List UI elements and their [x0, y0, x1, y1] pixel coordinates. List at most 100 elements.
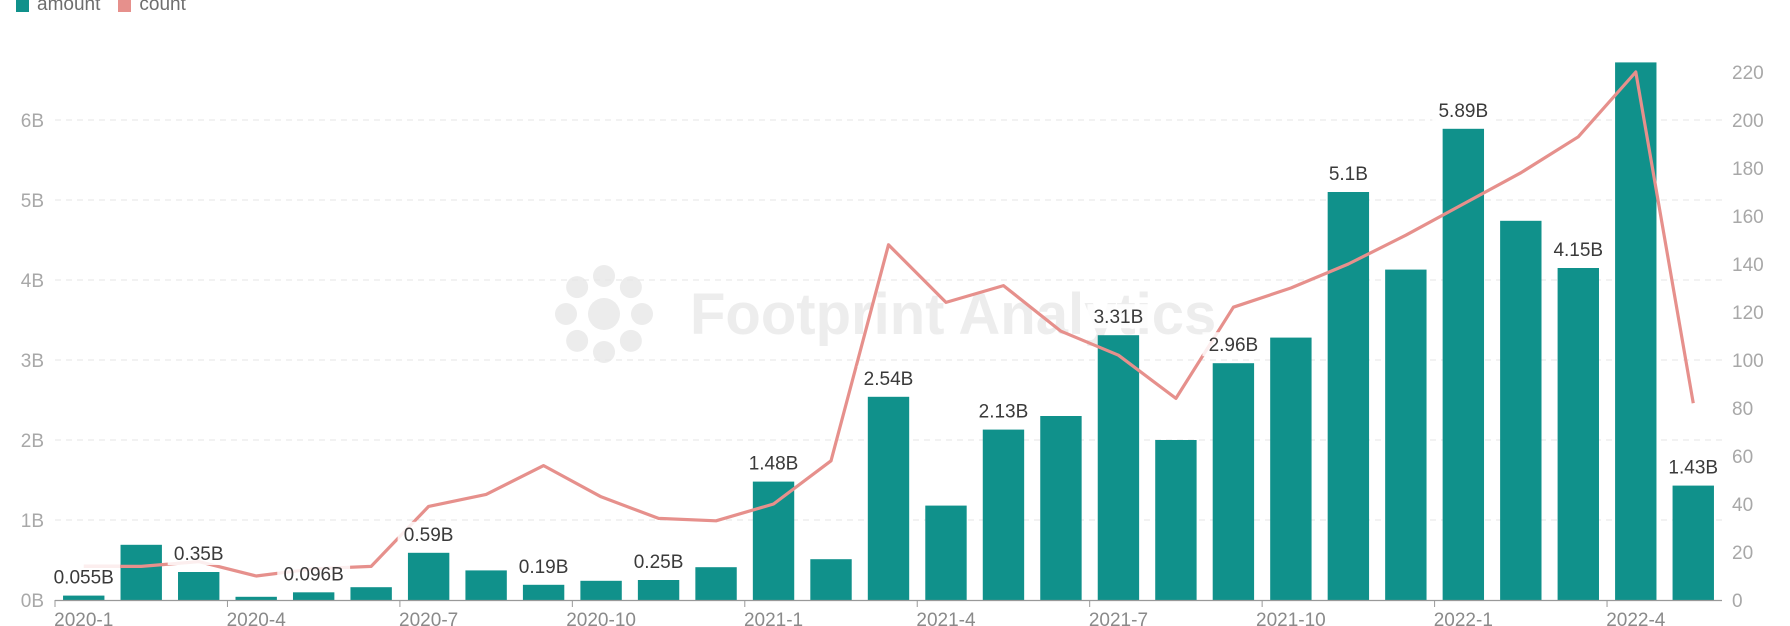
legend-item-count[interactable]: count: [118, 0, 186, 16]
y-right-tick-label: 120: [1732, 303, 1764, 324]
amount-bar: [120, 544, 162, 600]
amount-bar: [1327, 192, 1370, 600]
amount-bar: [350, 587, 392, 600]
y-right-tick-label: 140: [1732, 255, 1764, 276]
y-left-tick-label: 6B: [21, 111, 44, 132]
amount-bar: [1155, 440, 1197, 600]
amount-bar: [982, 429, 1025, 600]
amount-bar: [522, 584, 565, 600]
amount-bar: [1040, 416, 1082, 600]
y-right-tick-label: 100: [1732, 351, 1764, 372]
y-left-tick-label: 0B: [21, 591, 44, 612]
chart-legend: amount count: [16, 0, 186, 16]
data-label-bg: [397, 521, 460, 546]
data-label-bg: [627, 549, 690, 573]
watermark-logo-dot: [619, 276, 642, 299]
y-right-tick-label: 160: [1732, 207, 1764, 228]
data-label-bg: [742, 450, 805, 475]
y-right-tick-label: 200: [1732, 111, 1764, 132]
count-line: [83, 70, 1695, 578]
data-label-amount: 1.48B: [749, 454, 799, 475]
watermark-logo-dot: [555, 303, 577, 325]
data-label-bg: [972, 398, 1035, 423]
legend-label-count: count: [139, 0, 186, 15]
legend-label-amount: amount: [37, 0, 101, 15]
y-left-tick-label: 1B: [21, 511, 44, 532]
amount-bar: [292, 592, 335, 600]
amount-bars: [63, 62, 1714, 601]
x-tick-label: 2021-7: [1089, 610, 1148, 626]
x-tick-label: 2020-7: [399, 610, 458, 626]
amount-bar: [1615, 62, 1657, 600]
data-label-amount: 3.31B: [1094, 307, 1144, 328]
amount-bar: [810, 559, 852, 600]
data-label-amount: 5.89B: [1438, 101, 1488, 122]
y-axis-right: 0 20 40 60 80 100 120 140 160 180 200 220: [1732, 63, 1764, 612]
data-label-amount: 2.54B: [864, 369, 914, 390]
data-label-bg: [1432, 97, 1495, 122]
data-label-bg: [1202, 332, 1265, 357]
y-right-tick-label: 80: [1732, 399, 1753, 420]
data-label-amount: 0.055B: [54, 568, 114, 589]
x-tick-label: 2020-1: [54, 610, 113, 626]
watermark-logo-dot: [593, 265, 615, 287]
amount-bar: [1385, 269, 1427, 600]
y-right-tick-label: 20: [1732, 543, 1753, 564]
data-label-amount: 0.25B: [634, 552, 684, 573]
data-label-bg: [512, 553, 575, 578]
amount-bar: [1212, 363, 1255, 600]
amount-bar: [1270, 337, 1312, 600]
data-label-amount: 2.96B: [1209, 335, 1259, 356]
data-label-amount: 0.19B: [519, 557, 569, 578]
data-label-bg: [1087, 304, 1150, 329]
data-label-amount: 5.1B: [1329, 164, 1368, 185]
amount-bar: [695, 567, 737, 600]
data-label-amount: 1.43B: [1668, 458, 1718, 479]
amount-bar: [580, 580, 622, 600]
amount-bar: [1442, 128, 1485, 601]
data-label-amount: 2.13B: [979, 402, 1029, 423]
data-label-amount: 0.096B: [284, 564, 344, 585]
amount-bar: [1557, 268, 1599, 600]
amount-bar: [235, 596, 277, 600]
data-label-bg: [167, 541, 230, 565]
data-label-amount: 4.15B: [1553, 240, 1603, 261]
amount-bar: [637, 580, 680, 600]
x-tick-label: 2020-4: [227, 610, 287, 626]
y-right-tick-label: 60: [1732, 447, 1753, 468]
amount-bar: [63, 595, 105, 600]
legend-swatch-amount: [16, 0, 29, 12]
amount-bar: [1672, 485, 1714, 600]
y-axis-left: 0B 1B 2B 3B 4B 5B 6B: [21, 111, 44, 612]
y-left-tick-label: 3B: [21, 351, 44, 372]
watermark-logo-center: [588, 298, 620, 330]
x-tick-label: 2021-10: [1256, 610, 1326, 626]
legend-item-amount[interactable]: amount: [16, 0, 100, 16]
y-left-tick-label: 4B: [21, 271, 44, 292]
y-left-tick-label: 5B: [21, 191, 44, 212]
watermark-logo-dot: [631, 303, 653, 325]
watermark-logo-dot: [566, 276, 589, 299]
data-label-bg: [1322, 161, 1374, 185]
y-left-tick-label: 2B: [21, 431, 44, 452]
data-label-bg: [1547, 237, 1610, 261]
watermark-logo-icon: [555, 265, 653, 363]
data-label-bg: [857, 365, 920, 390]
y-right-tick-label: 180: [1732, 159, 1764, 180]
count-line-series: [83, 70, 1695, 578]
y-right-tick-label: 40: [1732, 495, 1753, 516]
amount-bar: [465, 570, 507, 600]
amount-data-labels: 0.055B 0.35B 0.096B 0.59B 0.19B 0.25B 1.48B 2.5…: [47, 97, 1725, 589]
y-right-tick-label: 0: [1732, 591, 1743, 612]
watermark-logo-dot: [593, 341, 615, 363]
data-label-amount: 0.59B: [404, 525, 454, 546]
amount-bar: [178, 572, 220, 600]
amount-bar: [407, 552, 450, 600]
y-right-tick-label: 220: [1732, 63, 1764, 84]
x-tick-label: 2020-10: [566, 610, 636, 626]
amount-bar: [1097, 335, 1140, 600]
data-label-amount: 0.35B: [174, 544, 224, 565]
x-axis: 2020-1 2020-4 2020-7 2020-10 2021-1 2021-4 202…: [54, 599, 1722, 626]
x-tick-label: 2022-4: [1606, 610, 1666, 626]
